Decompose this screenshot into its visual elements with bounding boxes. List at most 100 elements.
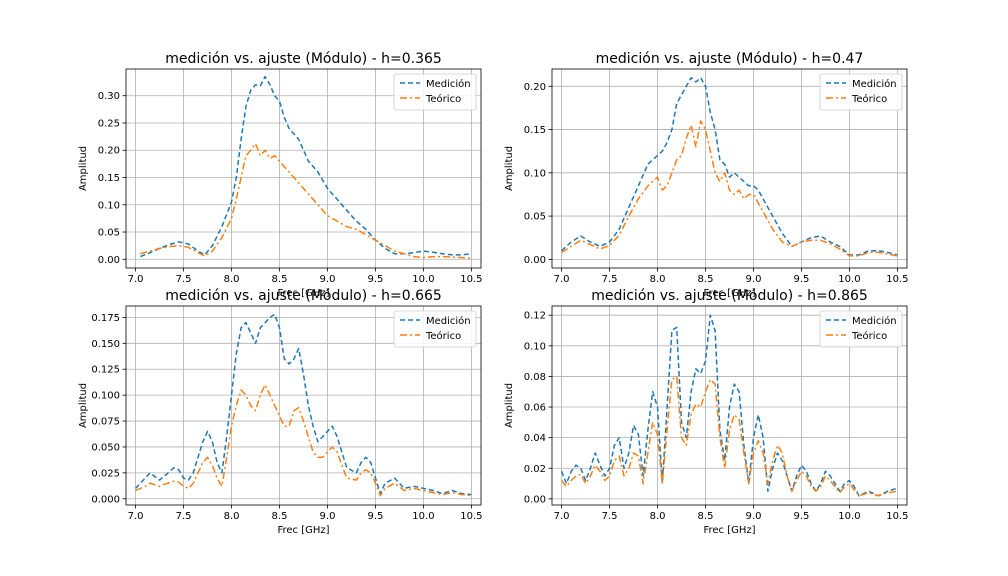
chart-title: medición vs. ajuste (Módulo) - h=0.47 bbox=[596, 51, 864, 67]
y-axis-label: Amplitud bbox=[78, 146, 89, 191]
x-tick-label: 7.0 bbox=[128, 274, 144, 285]
x-tick-label: 8.0 bbox=[224, 511, 240, 522]
legend: Medición Teórico bbox=[819, 310, 903, 348]
axes-frame bbox=[551, 68, 908, 269]
y-tick-label: 0.10 bbox=[98, 200, 120, 211]
x-tick-label: 8.0 bbox=[650, 511, 666, 522]
x-tick-label: 8.0 bbox=[224, 274, 240, 285]
legend-label: Teórico bbox=[425, 93, 461, 105]
axes-frame bbox=[125, 68, 482, 269]
chart-panel-3: 7.0 7.5 8.0 8.5 9.0 9.5 10.0 10.5 0.000 0.025 0.05… bbox=[78, 288, 483, 536]
y-tick-label: 0.00 bbox=[524, 255, 546, 266]
legend-label: Medición bbox=[852, 78, 897, 90]
x-tick-label: 10.0 bbox=[412, 511, 434, 522]
legend-label: Medición bbox=[426, 315, 471, 327]
x-tick-label: 9.0 bbox=[746, 511, 762, 522]
x-tick-label: 10.5 bbox=[460, 511, 482, 522]
y-tick-label: 0.08 bbox=[524, 372, 546, 383]
x-tick-label: 10.5 bbox=[886, 511, 908, 522]
x-tick-label: 7.0 bbox=[554, 511, 570, 522]
legend-label: Medición bbox=[426, 78, 471, 90]
legend-label: Teórico bbox=[425, 330, 461, 342]
x-tick-label: 10.0 bbox=[838, 274, 860, 285]
y-tick-label: 0.20 bbox=[98, 146, 120, 157]
x-tick-label: 7.5 bbox=[602, 274, 618, 285]
y-tick-label: 0.15 bbox=[98, 173, 120, 184]
y-tick-label: 0.20 bbox=[524, 82, 546, 93]
chart-panel-1: 7.0 7.5 8.0 8.5 9.0 9.5 10.0 10.5 0.00 0.05 0.10 0.… bbox=[78, 51, 483, 299]
x-tick-label: 9.0 bbox=[320, 511, 336, 522]
chart-title: medición vs. ajuste (Módulo) - h=0.665 bbox=[165, 288, 442, 304]
x-axis-label: Frec [GHz] bbox=[703, 288, 755, 299]
legend-box bbox=[819, 73, 903, 111]
y-tick-label: 0.06 bbox=[524, 403, 546, 414]
y-tick-label: 0.12 bbox=[524, 311, 546, 322]
y-tick-label: 0.04 bbox=[524, 433, 546, 444]
legend-box bbox=[819, 310, 903, 348]
y-tick-label: 0.025 bbox=[91, 468, 120, 479]
chart-panel-4: 7.0 7.5 8.0 8.5 9.0 9.5 10.0 10.5 0.00 0.02 0.04 0.… bbox=[504, 288, 909, 536]
x-tick-label: 9.5 bbox=[794, 511, 810, 522]
series-line-teorico bbox=[140, 142, 472, 259]
y-tick-label: 0.000 bbox=[91, 494, 120, 505]
y-axis-label: Amplitud bbox=[78, 383, 89, 428]
series-line-medicion bbox=[135, 313, 472, 496]
legend: Medición Teórico bbox=[393, 310, 477, 348]
x-tick-label: 9.0 bbox=[746, 274, 762, 285]
x-axis-label: Frec [GHz] bbox=[703, 525, 755, 536]
legend-box bbox=[393, 73, 477, 111]
legend-label: Teórico bbox=[851, 93, 887, 105]
legend: Medición Teórico bbox=[819, 73, 903, 111]
x-tick-label: 7.5 bbox=[176, 511, 192, 522]
chart-title: medición vs. ajuste (Módulo) - h=0.865 bbox=[591, 288, 868, 304]
y-tick-label: 0.050 bbox=[91, 442, 120, 453]
x-tick-label: 7.0 bbox=[128, 511, 144, 522]
x-tick-label: 7.5 bbox=[176, 274, 192, 285]
x-axis-label: Frec [GHz] bbox=[277, 288, 329, 299]
axes-frame bbox=[125, 305, 482, 506]
y-tick-label: 0.075 bbox=[91, 417, 120, 428]
y-tick-label: 0.25 bbox=[98, 118, 120, 129]
chart-panel-2: 7.0 7.5 8.0 8.5 9.0 9.5 10.0 10.5 0.00 0.05 0.10 0.… bbox=[504, 51, 909, 299]
x-tick-label: 10.5 bbox=[886, 274, 908, 285]
x-tick-label: 9.5 bbox=[368, 511, 384, 522]
y-tick-label: 0.05 bbox=[524, 212, 546, 223]
legend-box bbox=[393, 310, 477, 348]
y-tick-label: 0.100 bbox=[91, 391, 120, 402]
y-tick-label: 0.02 bbox=[524, 464, 546, 475]
legend: Medición Teórico bbox=[393, 73, 477, 111]
x-tick-label: 10.0 bbox=[838, 511, 860, 522]
x-tick-label: 8.5 bbox=[698, 274, 714, 285]
y-axis-label: Amplitud bbox=[504, 146, 515, 191]
y-tick-label: 0.15 bbox=[524, 125, 546, 136]
axes-frame bbox=[551, 305, 908, 506]
x-tick-label: 8.5 bbox=[698, 511, 714, 522]
y-tick-label: 0.10 bbox=[524, 168, 546, 179]
x-tick-label: 10.5 bbox=[460, 274, 482, 285]
legend-label: Medición bbox=[852, 315, 897, 327]
x-tick-label: 8.0 bbox=[650, 274, 666, 285]
x-tick-label: 7.5 bbox=[602, 511, 618, 522]
series-line-teorico bbox=[561, 120, 898, 257]
x-tick-label: 7.0 bbox=[554, 274, 570, 285]
x-tick-label: 10.0 bbox=[412, 274, 434, 285]
x-axis-label: Frec [GHz] bbox=[277, 525, 329, 536]
y-axis-label: Amplitud bbox=[504, 383, 515, 428]
x-tick-label: 8.5 bbox=[272, 511, 288, 522]
y-tick-label: 0.30 bbox=[98, 91, 120, 102]
y-tick-label: 0.125 bbox=[91, 365, 120, 376]
y-tick-label: 0.00 bbox=[524, 494, 546, 505]
y-tick-label: 0.00 bbox=[98, 255, 120, 266]
y-tick-label: 0.10 bbox=[524, 341, 546, 352]
y-tick-label: 0.05 bbox=[98, 228, 120, 239]
x-tick-label: 9.5 bbox=[794, 274, 810, 285]
x-tick-label: 9.5 bbox=[368, 274, 384, 285]
y-tick-label: 0.175 bbox=[91, 313, 120, 324]
x-tick-label: 9.0 bbox=[320, 274, 336, 285]
series-line-medicion bbox=[560, 314, 898, 497]
series-line-teorico bbox=[135, 384, 472, 497]
y-tick-label: 0.150 bbox=[91, 339, 120, 350]
chart-title: medición vs. ajuste (Módulo) - h=0.365 bbox=[165, 51, 442, 67]
x-tick-label: 8.5 bbox=[272, 274, 288, 285]
